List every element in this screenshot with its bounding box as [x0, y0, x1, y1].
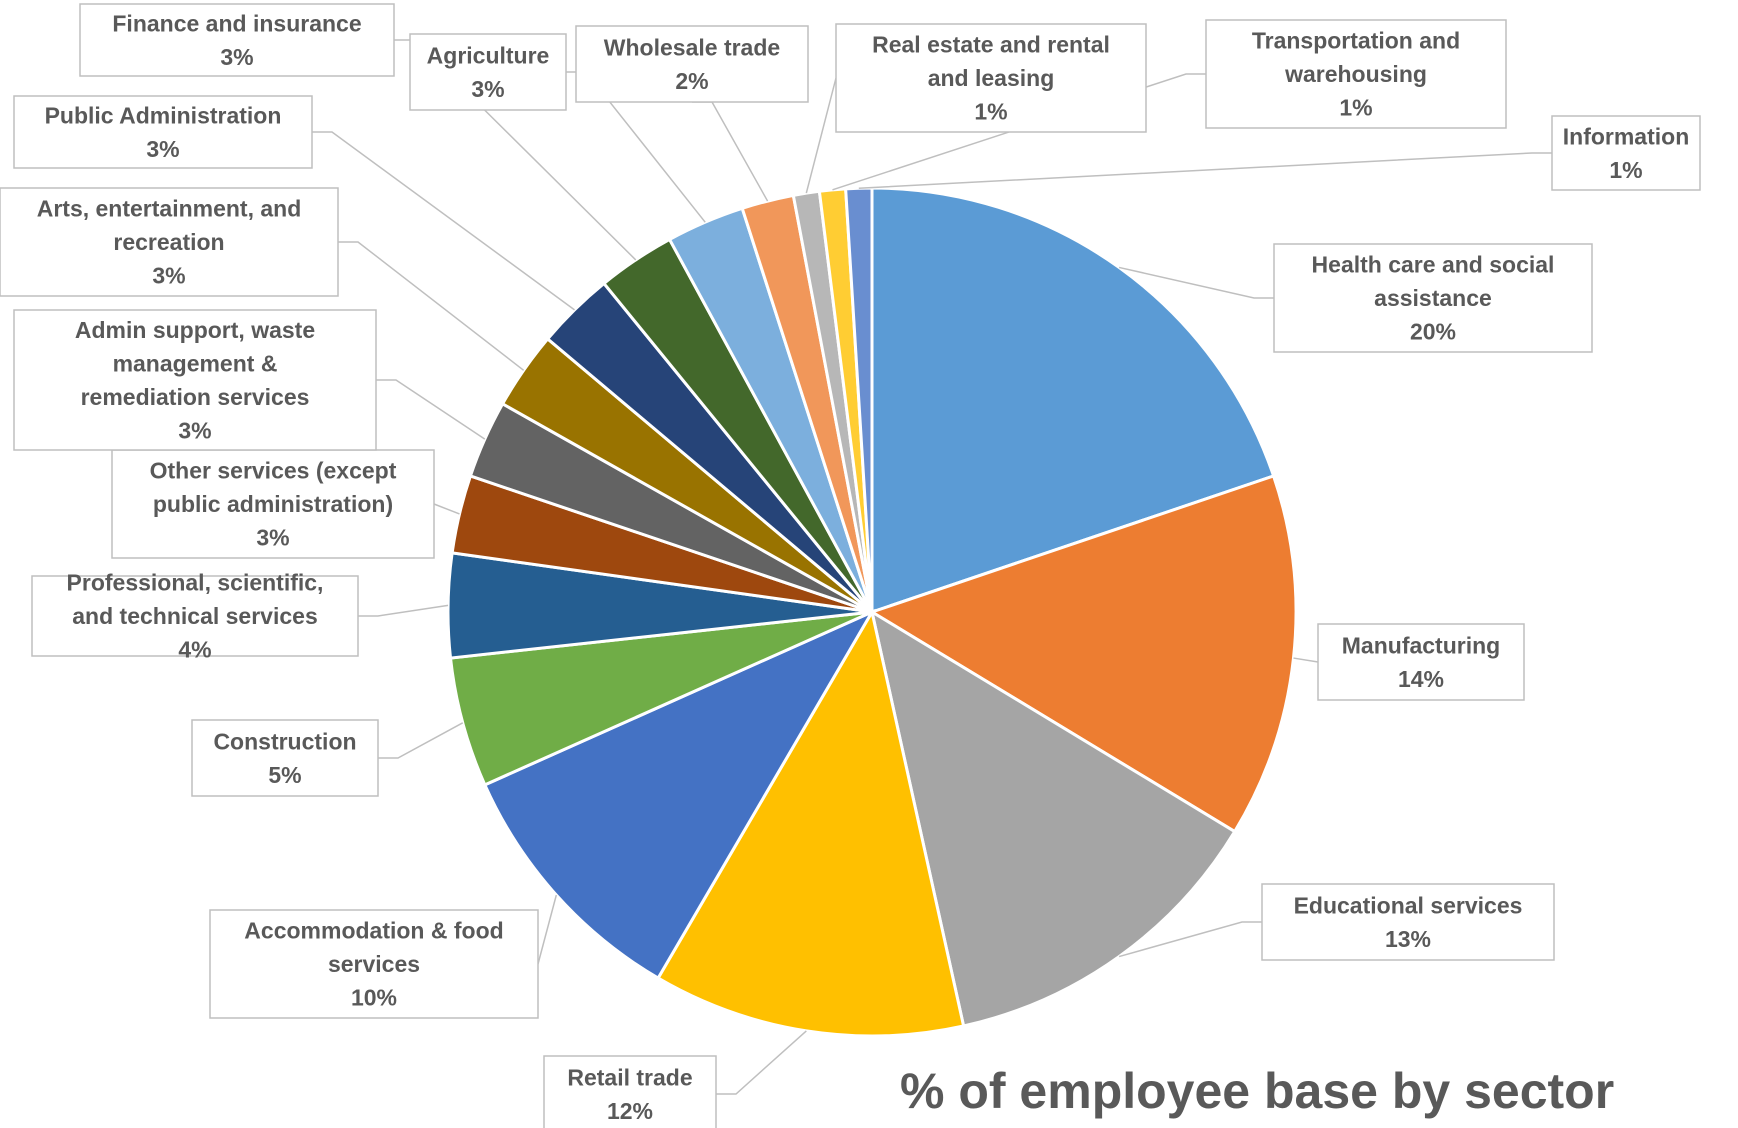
data-label-text: warehousing [1284, 61, 1427, 87]
data-label-text: management & [113, 350, 278, 376]
data-label-value: 3% [178, 417, 211, 443]
data-label-value: 13% [1385, 926, 1431, 952]
leader-line-transportation-and-warehousing [832, 73, 1206, 191]
data-label-other-services-except-public-administration: Other services (except public administrat… [111, 449, 435, 559]
data-label-value: 1% [1339, 95, 1372, 121]
data-labels: Health care and social assistance 20% Manuf… [0, 3, 1701, 1128]
data-label-box [31, 575, 359, 657]
data-label-text: Information [1563, 123, 1690, 149]
data-label-box [835, 23, 1147, 133]
data-label-box [191, 719, 379, 797]
leader-line-public-administration [312, 131, 575, 311]
data-label-text: recreation [113, 229, 224, 255]
data-label-public-administration: Public Administration 3% [13, 95, 313, 169]
data-label-finance-and-insurance: Finance and insurance 3% [79, 3, 395, 77]
data-label-box [1261, 883, 1555, 961]
data-label-value: 3% [471, 76, 504, 102]
leader-line-manufacturing [1293, 657, 1319, 663]
data-label-text: Health care and social [1312, 252, 1555, 278]
data-label-text: Agriculture [427, 42, 550, 68]
leader-line-wholesale-trade [692, 101, 769, 202]
data-label-text: Transportation and [1252, 28, 1460, 54]
data-label-box [575, 25, 809, 103]
data-label-box [0, 187, 339, 297]
data-label-value: 1% [1609, 157, 1642, 183]
data-label-box [543, 1055, 717, 1128]
data-label-text: Public Administration [45, 102, 282, 128]
data-label-text: Educational services [1294, 892, 1523, 918]
data-label-text: public administration) [153, 491, 393, 517]
data-label-value: 3% [220, 44, 253, 70]
leader-line-real-estate-and-rental-and-leasing [805, 77, 837, 194]
data-label-value: 14% [1398, 666, 1444, 692]
leader-line-arts-entertainment-and-recreation [338, 241, 525, 371]
data-label-text: Real estate and rental [872, 32, 1110, 58]
data-label-text: Construction [213, 728, 356, 754]
leader-line-information [858, 152, 1552, 189]
data-label-value: 4% [178, 637, 211, 663]
leader-line-health-care-and-social-assistance [1118, 266, 1274, 299]
data-label-text: Finance and insurance [112, 10, 361, 36]
leader-line-retail-trade [716, 1030, 807, 1095]
data-label-text: Admin support, waste [75, 317, 315, 343]
data-label-arts-entertainment-and-recreation: Arts, entertainment, and recreation 3% [0, 187, 339, 297]
data-label-box [79, 3, 395, 77]
data-label-value: 10% [351, 985, 397, 1011]
data-label-text: Retail trade [567, 1064, 692, 1090]
data-label-text: Professional, scientific, [67, 570, 324, 596]
data-label-box [1205, 19, 1507, 129]
data-label-text: and leasing [928, 65, 1055, 91]
data-label-information: Information 1% [1551, 115, 1701, 191]
data-label-health-care-and-social-assistance: Health care and social assistance 20% [1273, 243, 1593, 353]
data-label-transportation-and-warehousing: Transportation and warehousing 1% [1205, 19, 1507, 129]
pie-slice-health-care-and-social-assistance [870, 186, 1276, 615]
data-label-value: 3% [146, 136, 179, 162]
data-label-agriculture: Agriculture 3% [409, 33, 567, 111]
data-label-box [13, 309, 377, 451]
leader-lines [312, 39, 1552, 1095]
data-label-wholesale-trade: Wholesale trade 2% [575, 25, 809, 103]
data-label-educational-services: Educational services 13% [1261, 883, 1555, 961]
data-label-box [1273, 243, 1593, 353]
leader-line-construction [378, 722, 464, 759]
leader-line-professional-scientific-and-technical-services [358, 604, 449, 617]
data-label-value: 3% [256, 525, 289, 551]
leader-line-admin-support-waste-management-remediation-services [376, 379, 486, 440]
pie-slice-retail-trade [656, 607, 966, 1038]
data-label-value: 12% [607, 1098, 653, 1124]
data-label-box [111, 449, 435, 559]
data-label-admin-support-waste-management-remediation-services: Admin support, waste management & remediat… [13, 309, 377, 451]
data-label-text: Wholesale trade [604, 34, 780, 60]
data-label-box [209, 909, 539, 1019]
chart-title: % of employee base by sector [900, 1063, 1615, 1119]
data-label-value: 5% [268, 762, 301, 788]
data-label-value: 20% [1410, 319, 1456, 345]
data-label-real-estate-and-rental-and-leasing: Real estate and rental and leasing 1% [835, 23, 1147, 133]
data-label-text: remediation services [81, 384, 310, 410]
data-label-text: services [328, 951, 420, 977]
data-label-text: assistance [1374, 285, 1492, 311]
data-label-professional-scientific-and-technical-services: Professional, scientific, and technical s… [31, 570, 359, 663]
data-label-text: Manufacturing [1342, 632, 1500, 658]
data-label-value: 2% [675, 68, 708, 94]
data-label-box [1551, 115, 1701, 191]
data-label-value: 3% [152, 263, 185, 289]
data-label-construction: Construction 5% [191, 719, 379, 797]
pie-slices [446, 186, 1298, 1038]
data-label-manufacturing: Manufacturing 14% [1317, 623, 1525, 701]
leader-line-accommodation-food-services [537, 894, 558, 965]
data-label-text: Accommodation & food [244, 918, 503, 944]
data-label-text: Other services (except [150, 458, 397, 484]
data-label-retail-trade: Retail trade 12% [543, 1055, 717, 1128]
data-label-text: Arts, entertainment, and [37, 196, 302, 222]
data-label-box [1317, 623, 1525, 701]
data-label-box [409, 33, 567, 111]
data-label-text: and technical services [72, 603, 317, 629]
leader-line-other-services-except-public-administration [433, 503, 460, 515]
leader-line-educational-services [1118, 921, 1262, 958]
data-label-box [13, 95, 313, 169]
data-label-value: 1% [974, 99, 1007, 125]
data-label-accommodation-food-services: Accommodation & food services 10% [209, 909, 539, 1019]
